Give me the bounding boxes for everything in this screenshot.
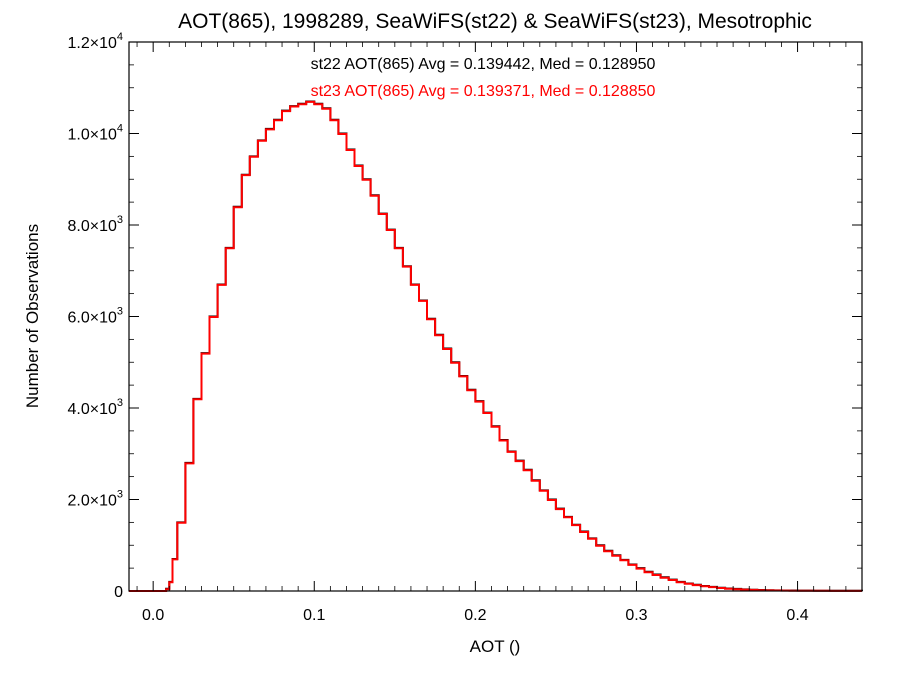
x-tick-label: 0.3 xyxy=(625,607,647,624)
x-tick-label: 0.0 xyxy=(142,607,164,624)
x-tick-label: 0.4 xyxy=(786,607,808,624)
x-tick-label: 0.1 xyxy=(303,607,325,624)
x-axis-label: AOT () xyxy=(470,637,521,656)
y-tick-label: 2.0×103 xyxy=(67,489,123,510)
annotation-st23: st23 AOT(865) Avg = 0.139371, Med = 0.12… xyxy=(311,83,656,100)
series-st23-line xyxy=(129,100,862,592)
y-tick-label: 6.0×103 xyxy=(67,306,123,327)
y-tick-label: 4.0×103 xyxy=(67,397,123,418)
annotation-st22: st22 AOT(865) Avg = 0.139442, Med = 0.12… xyxy=(311,56,656,73)
series-st22-line xyxy=(129,100,863,592)
x-axis: 0.0 0.1 0.2 0.3 0.4 xyxy=(136,42,847,624)
y-tick-label: 8.0×103 xyxy=(67,214,123,235)
y-axis: 0 2.0×103 4.0×103 6.0×103 8.0×103 1.0×104 1.2×… xyxy=(67,31,862,601)
chart-title: AOT(865), 1998289, SeaWiFS(st22) & SeaWi… xyxy=(178,10,812,33)
y-tick-label: 1.2×104 xyxy=(67,31,123,52)
series-layer xyxy=(129,100,863,592)
x-tick-label: 0.2 xyxy=(464,607,486,624)
plot-frame xyxy=(128,41,863,592)
y-axis-label: Number of Observations xyxy=(23,224,42,408)
y-tick-label: 0 xyxy=(114,584,123,601)
y-tick-label: 1.0×104 xyxy=(67,123,123,144)
